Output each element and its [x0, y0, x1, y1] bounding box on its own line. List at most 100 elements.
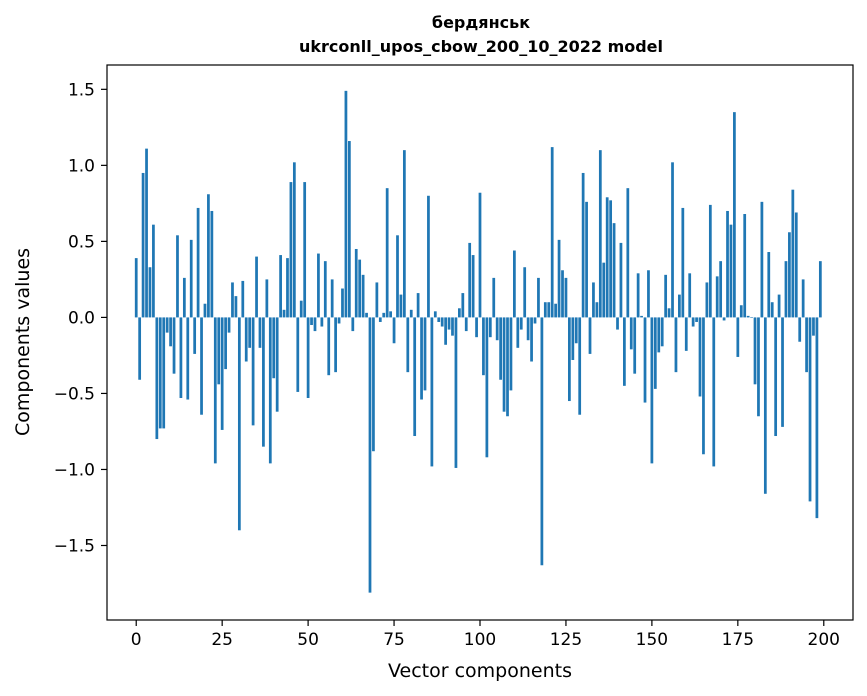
bar-151: [653, 317, 657, 389]
bar-66: [361, 274, 365, 318]
bar-81: [413, 317, 417, 437]
bar-76: [396, 235, 399, 318]
bar-142: [623, 317, 626, 386]
bar-74: [389, 311, 392, 318]
x-tick-label: 125: [550, 630, 582, 650]
bar-199: [818, 261, 822, 318]
bar-20: [203, 303, 207, 318]
bars-group: [134, 90, 822, 593]
x-tick-label: 150: [636, 630, 668, 650]
bar-109: [509, 317, 513, 391]
bar-174: [733, 112, 736, 318]
bar-182: [760, 201, 764, 318]
bar-176: [739, 305, 743, 318]
bar-171: [722, 317, 726, 321]
bar-112: [519, 317, 523, 330]
bar-77: [399, 294, 403, 318]
bar-10: [169, 317, 172, 347]
bar-27: [227, 317, 231, 333]
bar-65: [358, 259, 362, 318]
bar-98: [471, 255, 475, 318]
bar-90: [444, 317, 447, 345]
bar-5: [152, 224, 155, 318]
bar-164: [698, 317, 702, 397]
bar-72: [382, 312, 386, 318]
bar-100: [478, 192, 482, 318]
bar-166: [705, 282, 709, 318]
bar-138: [609, 200, 613, 318]
bar-0: [134, 258, 138, 318]
bar-169: [715, 276, 719, 318]
bar-139: [612, 223, 616, 318]
y-tick-label: −1.5: [54, 536, 95, 556]
bar-19: [200, 317, 203, 415]
bar-82: [416, 293, 420, 318]
x-tick-label: 0: [131, 630, 142, 650]
bar-101: [482, 317, 485, 376]
bar-107: [502, 317, 506, 412]
chart-title-line2: ukrconll_upos_cbow_200_10_2022 model: [299, 37, 663, 56]
bar-39: [268, 317, 272, 464]
bar-191: [791, 189, 795, 318]
bar-31: [241, 280, 245, 318]
bar-43: [282, 309, 286, 318]
bar-121: [550, 147, 554, 318]
bar-167: [708, 204, 712, 318]
bar-192: [794, 212, 798, 318]
bar-165: [702, 317, 705, 455]
bar-29: [234, 296, 238, 318]
bar-34: [251, 317, 255, 426]
bar-3: [145, 148, 148, 318]
bar-8: [162, 317, 166, 429]
bar-68: [368, 317, 372, 593]
bar-75: [392, 317, 396, 344]
bar-118: [540, 317, 544, 566]
bar-44: [286, 258, 289, 318]
bar-145: [633, 317, 637, 374]
bar-196: [808, 317, 812, 502]
bar-78: [402, 150, 406, 318]
bar-188: [781, 317, 784, 427]
bar-53: [317, 253, 320, 318]
bar-115: [530, 317, 533, 362]
bar-178: [746, 315, 750, 318]
bar-73: [385, 188, 389, 318]
bar-162: [691, 317, 695, 327]
bar-52: [313, 317, 317, 332]
bar-186: [774, 317, 778, 437]
bar-184: [767, 252, 771, 318]
bar-26: [224, 317, 227, 370]
bar-194: [801, 279, 805, 318]
bar-37: [262, 317, 265, 447]
bar-83: [420, 317, 423, 400]
bar-45: [289, 182, 293, 318]
bar-125: [564, 277, 568, 318]
bar-99: [475, 317, 478, 338]
bar-40: [272, 317, 276, 379]
y-axis-label: Components values: [12, 248, 34, 436]
bar-38: [265, 279, 269, 318]
x-tick-label: 25: [211, 630, 233, 650]
bar-11: [172, 317, 176, 374]
bar-2: [141, 172, 145, 318]
bar-28: [231, 282, 234, 318]
bar-131: [585, 201, 588, 318]
bar-36: [258, 317, 262, 348]
bar-35: [255, 256, 258, 318]
bar-124: [561, 270, 564, 318]
bar-55: [323, 261, 327, 318]
bar-135: [598, 150, 602, 318]
bar-80: [409, 309, 413, 318]
bar-141: [619, 242, 623, 318]
bar-173: [729, 224, 733, 318]
bar-108: [506, 317, 509, 417]
bar-133: [592, 282, 595, 318]
bar-148: [643, 317, 647, 403]
bar-56: [327, 317, 331, 376]
bar-23: [213, 317, 217, 464]
bar-114: [526, 317, 530, 341]
bar-190: [788, 232, 791, 318]
bar-63: [351, 317, 355, 332]
bar-94: [458, 308, 461, 318]
bar-126: [568, 317, 571, 402]
